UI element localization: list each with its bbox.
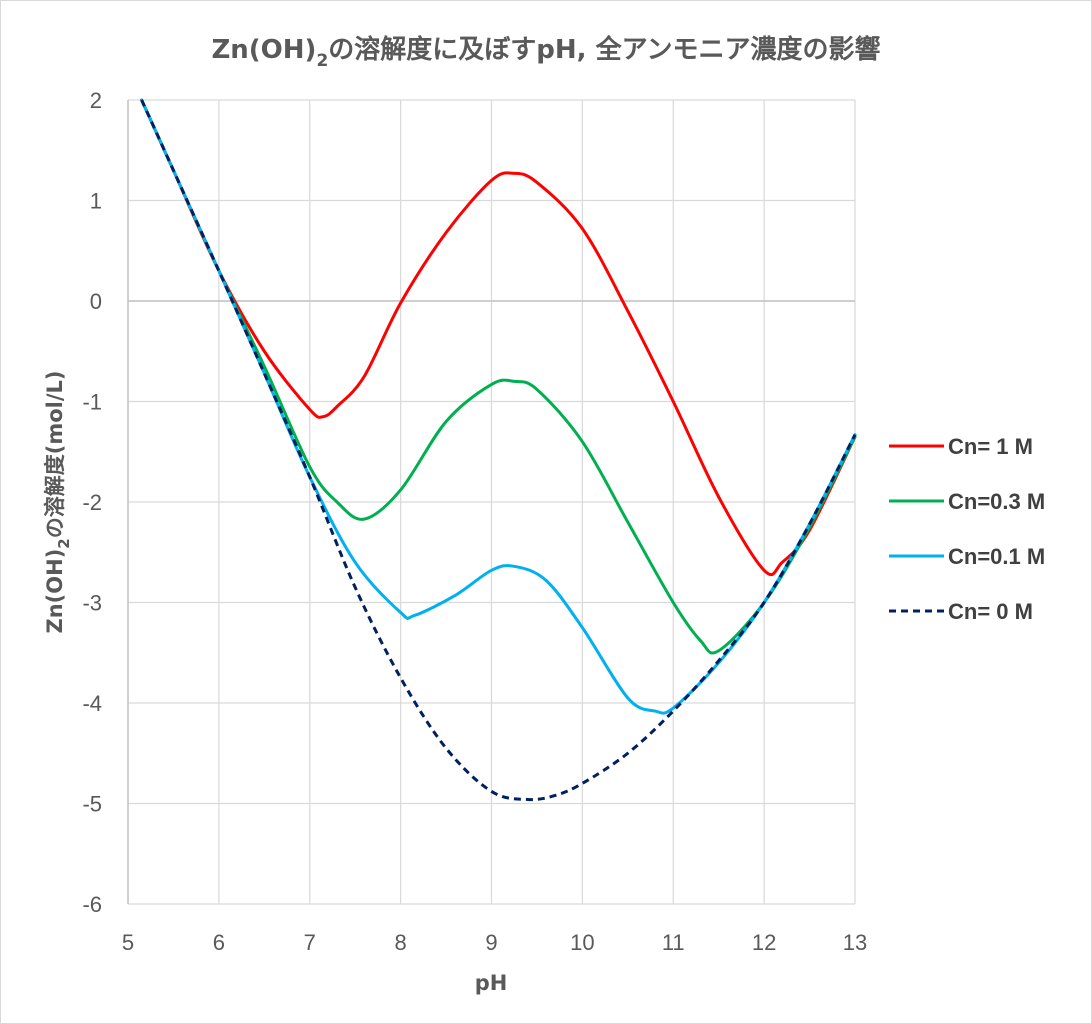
legend-label-0: Cn= 1 M [948,434,1033,459]
legend-label-3: Cn= 0 M [948,599,1033,624]
y-axis-label: Zn(OH)2の溶解度(mol/L) [43,370,73,633]
y-tick-labels: 2 1 0 -1 -2 -3 -4 -5 -6 [82,88,102,917]
chart-title-rest: の溶解度に及ぼすpH, 全アンモニア濃度の影響 [328,34,880,65]
x-tick-label: 7 [304,930,316,955]
y-axis-label-main: Zn(OH) [43,549,67,634]
y-tick-label: -3 [82,591,102,616]
chart-title-subscript: 2 [316,51,328,71]
legend: Cn= 1 M Cn=0.3 M Cn=0.1 M Cn= 0 M [889,434,1045,624]
y-tick-label: -4 [82,691,102,716]
y-tick-label: 1 [90,189,102,214]
y-tick-label: 2 [90,88,102,113]
x-tick-label: 13 [843,930,867,955]
y-axis-label-subscript: 2 [55,538,73,548]
x-tick-label: 9 [485,930,497,955]
legend-label-2: Cn=0.1 M [948,544,1045,569]
y-axis-label-rest: の溶解度(mol/L) [43,370,67,538]
x-tick-label: 10 [570,930,594,955]
y-tick-label: -2 [82,490,102,515]
x-axis-label: pH [475,971,508,995]
x-tick-label: 5 [122,930,134,955]
x-tick-label: 12 [752,930,776,955]
series-line-0 [140,98,857,577]
chart-title: Zn(OH)2の溶解度に及ぼすpH, 全アンモニア濃度の影響 [211,34,880,71]
x-tick-label: 8 [395,930,407,955]
y-tick-label: -6 [82,892,102,917]
axes [127,100,855,904]
gridlines [128,99,856,905]
series-lines [140,98,857,802]
y-tick-label: 0 [90,289,102,314]
y-tick-label: -5 [82,792,102,817]
series-line-3 [140,99,857,802]
chart-title-main: Zn(OH) [211,35,316,65]
series-line-1 [140,98,857,655]
x-tick-labels: 5 6 7 8 9 10 11 12 13 [122,930,867,955]
x-tick-label: 6 [213,930,225,955]
x-tick-label: 11 [662,930,685,955]
legend-label-1: Cn=0.3 M [948,489,1045,514]
y-tick-label: -1 [82,390,102,415]
